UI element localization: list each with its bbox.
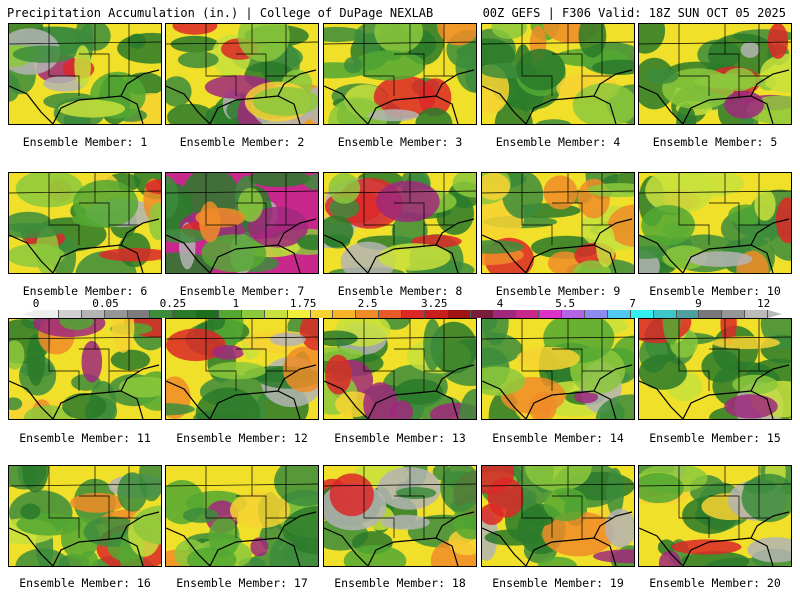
ensemble-member-label: Ensemble Member: 3 — [337, 135, 463, 149]
colorbar-swatch — [653, 310, 677, 318]
ensemble-map-8 — [323, 172, 477, 274]
colorbar-swatch — [539, 310, 563, 318]
ensemble-map-13 — [323, 318, 477, 420]
ensemble-map-5 — [638, 23, 792, 125]
ensemble-map-17 — [165, 465, 319, 567]
ensemble-member-label: Ensemble Member: 20 — [649, 576, 781, 590]
title-left: Precipitation Accumulation (in.) | Colle… — [7, 6, 434, 20]
ensemble-member-label: Ensemble Member: 17 — [176, 576, 308, 590]
ensemble-map-9 — [481, 172, 635, 274]
colorbar-swatch — [333, 310, 357, 318]
colorbar-swatch — [127, 310, 151, 318]
title-right: 00Z GEFS | F306 Valid: 18Z SUN OCT 05 20… — [482, 6, 786, 20]
ensemble-map-15 — [638, 318, 792, 420]
ensemble-member-label: Ensemble Member: 8 — [337, 284, 463, 298]
ensemble-member-label: Ensemble Member: 4 — [495, 135, 621, 149]
colorbar-swatch — [287, 310, 311, 318]
colorbar-swatch — [264, 310, 288, 318]
ensemble-member-label: Ensemble Member: 5 — [652, 135, 778, 149]
ensemble-map-12 — [165, 318, 319, 420]
colorbar-swatch — [699, 310, 723, 318]
colorbar-swatch — [585, 310, 608, 318]
ensemble-map-20 — [638, 465, 792, 567]
colorbar-min-arrow — [22, 310, 36, 318]
colorbar-swatch — [424, 310, 448, 318]
ensemble-map-4 — [481, 23, 635, 125]
colorbar-swatch — [493, 310, 517, 318]
colorbar-swatch — [562, 310, 585, 318]
colorbar-tick-label: 2.5 — [357, 297, 378, 310]
colorbar-swatch — [36, 310, 59, 318]
colorbar-tick-label: 1.75 — [289, 297, 317, 310]
ensemble-map-14 — [481, 318, 635, 420]
ensemble-member-label: Ensemble Member: 13 — [334, 431, 466, 445]
ensemble-member-label: Ensemble Member: 16 — [19, 576, 151, 590]
colorbar-swatch — [356, 310, 380, 318]
ensemble-map-11 — [8, 318, 162, 420]
colorbar-swatch — [722, 310, 746, 318]
colorbar-swatch — [630, 310, 654, 318]
ensemble-member-label: Ensemble Member: 6 — [22, 284, 148, 298]
colorbar-tick-label: 9 — [695, 297, 702, 310]
colorbar — [36, 310, 768, 318]
ensemble-member-label: Ensemble Member: 19 — [492, 576, 624, 590]
ensemble-map-7 — [165, 172, 319, 274]
ensemble-map-18 — [323, 465, 477, 567]
colorbar-swatch — [402, 310, 425, 318]
colorbar-swatch — [173, 310, 197, 318]
ensemble-member-label: Ensemble Member: 18 — [334, 576, 466, 590]
ensemble-member-label: Ensemble Member: 14 — [492, 431, 624, 445]
colorbar-tick-label: 12 — [756, 297, 771, 310]
ensemble-map-3 — [323, 23, 477, 125]
colorbar-swatch — [310, 310, 334, 318]
ensemble-member-label: Ensemble Member: 2 — [179, 135, 305, 149]
colorbar-swatch — [196, 310, 219, 318]
colorbar-swatch — [607, 310, 631, 318]
colorbar-tick-label: 3.25 — [420, 297, 448, 310]
ensemble-member-label: Ensemble Member: 7 — [179, 284, 305, 298]
ensemble-member-label: Ensemble Member: 1 — [22, 135, 148, 149]
ensemble-map-2 — [165, 23, 319, 125]
colorbar-tick-label: 1 — [232, 297, 240, 310]
colorbar-swatch — [516, 310, 540, 318]
colorbar-tick-label: 4 — [496, 297, 504, 310]
colorbar-swatch — [219, 310, 242, 318]
ensemble-member-label: Ensemble Member: 15 — [649, 431, 781, 445]
ensemble-member-label: Ensemble Member: 12 — [176, 431, 308, 445]
colorbar-swatch — [676, 310, 700, 318]
ensemble-map-6 — [8, 172, 162, 274]
ensemble-member-label: Ensemble Member: 10 — [649, 284, 781, 298]
colorbar-tick-label: 0.25 — [159, 297, 187, 310]
ensemble-map-16 — [8, 465, 162, 567]
ensemble-map-19 — [481, 465, 635, 567]
colorbar-swatch — [241, 310, 265, 318]
colorbar-tick-label: 0.05 — [92, 297, 119, 310]
colorbar-swatch — [745, 310, 768, 318]
colorbar-swatch — [58, 310, 82, 318]
colorbar-swatch — [379, 310, 402, 318]
ensemble-member-label: Ensemble Member: 9 — [495, 284, 621, 298]
colorbar-swatch — [81, 310, 105, 318]
colorbar-max-arrow — [768, 310, 782, 318]
colorbar-swatch — [104, 310, 128, 318]
ensemble-map-10 — [638, 172, 792, 274]
colorbar-tick-label: 0 — [32, 297, 40, 310]
colorbar-tick-label: 7 — [629, 297, 636, 310]
ensemble-map-1 — [8, 23, 162, 125]
ensemble-member-label: Ensemble Member: 11 — [19, 431, 151, 445]
colorbar-swatch — [150, 310, 174, 318]
colorbar-tick-label: 5.5 — [555, 297, 576, 310]
colorbar-swatch — [470, 310, 494, 318]
colorbar-swatch — [447, 310, 471, 318]
